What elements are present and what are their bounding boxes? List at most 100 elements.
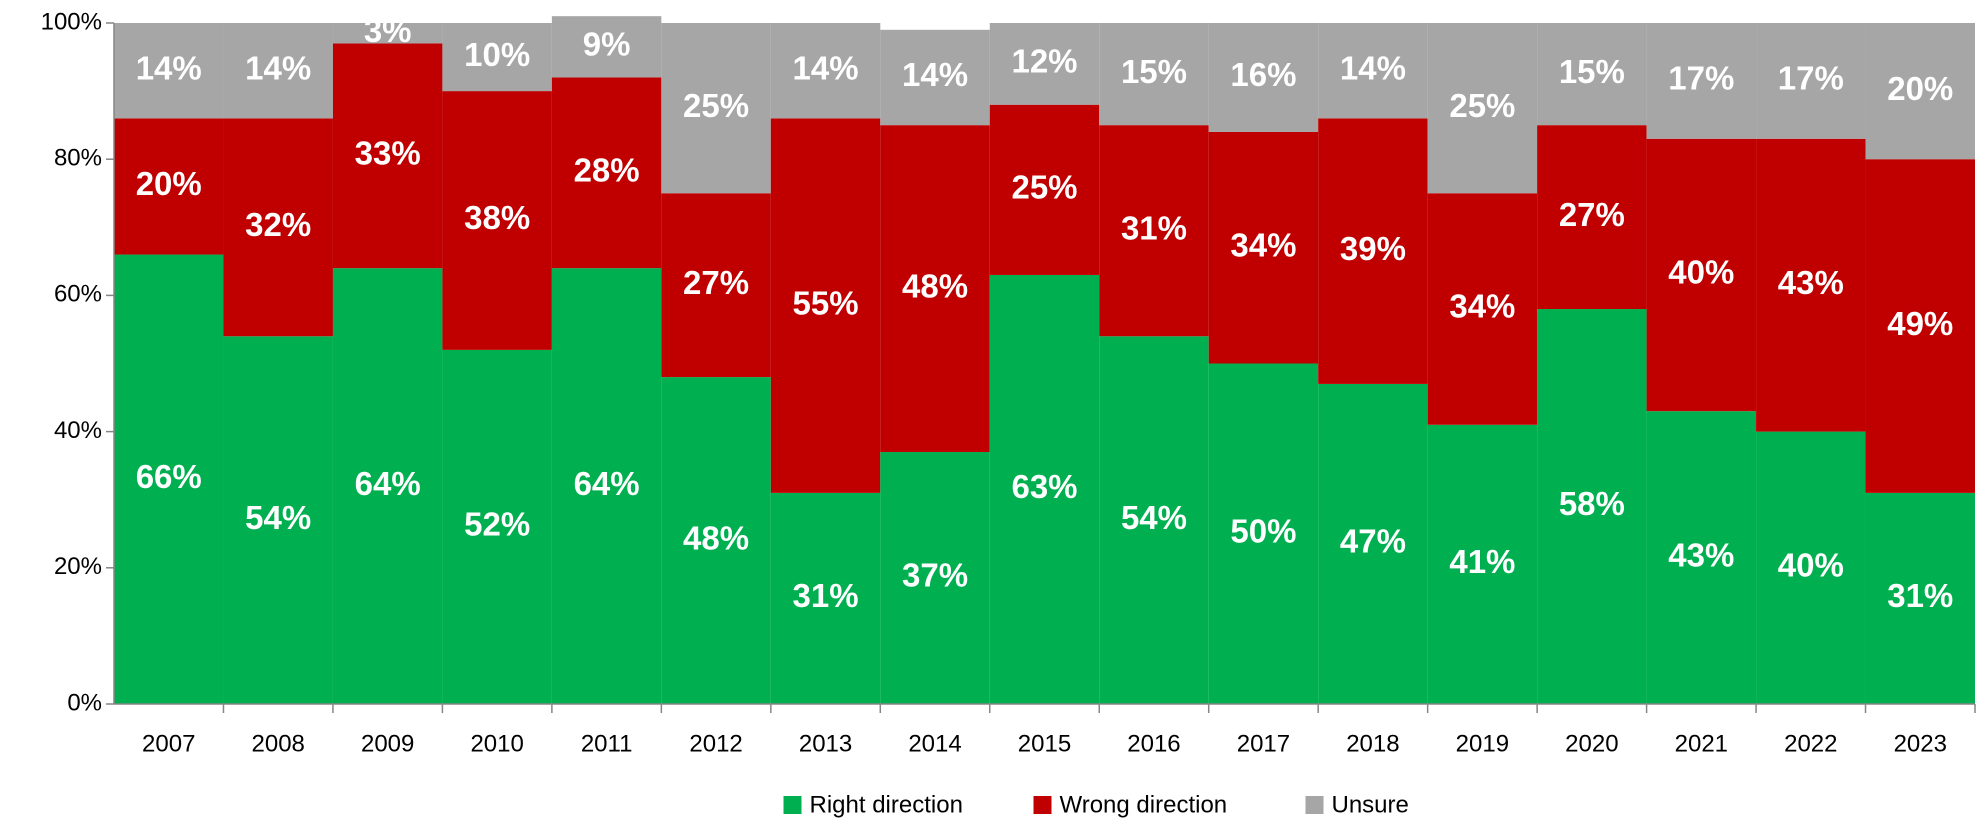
value-label: 43% <box>1668 536 1734 573</box>
bar-segment <box>1318 383 1428 704</box>
value-label: 66% <box>136 458 202 495</box>
legend-swatch <box>783 796 802 814</box>
bar-segment <box>551 77 662 269</box>
x-tick-label: 2019 <box>1456 730 1509 757</box>
x-tick-label: 2023 <box>1894 730 1947 757</box>
value-label: 48% <box>902 267 968 304</box>
bar-segment <box>1427 23 1538 194</box>
bar-segment <box>223 23 333 119</box>
value-label: 50% <box>1230 512 1296 549</box>
x-tick-label: 2021 <box>1675 730 1728 757</box>
y-tick-label: 60% <box>54 281 102 308</box>
value-label: 14% <box>245 49 311 86</box>
bar-segment <box>1318 23 1428 119</box>
bar-segment <box>1537 23 1647 126</box>
value-label: 40% <box>1778 547 1844 584</box>
bar-segment <box>114 118 224 255</box>
y-tick-label: 100% <box>41 8 102 35</box>
bar-segment <box>880 452 990 704</box>
value-label: 15% <box>1121 53 1187 90</box>
value-label: 54% <box>1121 499 1187 536</box>
x-tick-label: 2012 <box>689 730 742 757</box>
value-label: 16% <box>1230 56 1296 93</box>
bar-segment <box>442 91 552 350</box>
value-label: 3% <box>364 12 412 49</box>
bar-segment <box>332 268 443 704</box>
value-label: 25% <box>683 87 749 124</box>
y-tick-label: 80% <box>54 145 102 172</box>
value-label: 34% <box>1230 226 1296 263</box>
value-label: 27% <box>683 264 749 301</box>
value-label: 33% <box>355 135 421 172</box>
x-tick-label: 2013 <box>799 730 852 757</box>
value-label: 14% <box>793 49 859 86</box>
bar-segment <box>114 254 224 705</box>
bar-segment <box>1537 125 1647 310</box>
bar-segment <box>551 268 662 704</box>
x-tick-label: 2014 <box>908 730 961 757</box>
bar-segment <box>989 274 1100 704</box>
value-label: 10% <box>464 36 530 73</box>
value-label: 40% <box>1668 254 1734 291</box>
legend-label: Unsure <box>1332 791 1409 818</box>
bar-segment <box>223 336 333 704</box>
bar-segment <box>1427 193 1538 425</box>
bar-segment <box>1208 363 1319 704</box>
bar-segment <box>1865 492 1975 704</box>
y-tick-label: 0% <box>67 689 102 716</box>
bar-segment <box>1865 159 1975 493</box>
bar-segment <box>1427 424 1538 704</box>
x-tick-label: 2010 <box>470 730 523 757</box>
value-label: 64% <box>355 465 421 502</box>
bar-segment <box>770 492 881 704</box>
value-label: 38% <box>464 199 530 236</box>
bar-segment <box>1318 118 1428 384</box>
value-label: 15% <box>1559 53 1625 90</box>
value-label: 27% <box>1559 196 1625 233</box>
x-tick-label: 2009 <box>361 730 414 757</box>
x-tick-label: 2008 <box>252 730 305 757</box>
bar-segment <box>332 43 443 269</box>
value-label: 20% <box>1887 70 1953 107</box>
bar-segment <box>661 23 771 194</box>
bar-segment <box>1756 23 1866 139</box>
y-tick-label: 20% <box>54 553 102 580</box>
bar-segment <box>1099 23 1209 126</box>
bar-segment <box>332 23 443 44</box>
value-label: 34% <box>1449 288 1515 325</box>
value-label: 14% <box>1340 49 1406 86</box>
value-label: 14% <box>902 56 968 93</box>
legend-swatch <box>1305 796 1324 814</box>
value-label: 43% <box>1778 264 1844 301</box>
value-label: 28% <box>574 152 640 189</box>
bar-segment <box>989 104 1100 275</box>
bar-segment <box>114 23 224 119</box>
value-label: 31% <box>1887 577 1953 614</box>
bar-segment <box>1099 336 1209 704</box>
value-label: 58% <box>1559 485 1625 522</box>
value-label: 14% <box>136 49 202 86</box>
x-tick-label: 2015 <box>1018 730 1071 757</box>
value-label: 47% <box>1340 523 1406 560</box>
y-tick-label: 40% <box>54 417 102 444</box>
bar-segment <box>1646 411 1757 704</box>
bar-segment <box>1865 23 1975 160</box>
bar-segment <box>770 23 881 119</box>
bar-segment <box>880 125 990 453</box>
bar-segment <box>1646 138 1757 412</box>
value-label: 54% <box>245 499 311 536</box>
bar-segment <box>880 29 990 126</box>
value-label: 39% <box>1340 230 1406 267</box>
bar-segment <box>1208 131 1319 364</box>
value-label: 31% <box>1121 209 1187 246</box>
bar-segment <box>223 118 333 337</box>
value-label: 37% <box>902 557 968 594</box>
value-label: 25% <box>1011 169 1077 206</box>
x-tick-label: 2007 <box>142 730 195 757</box>
bar-segment <box>442 23 552 92</box>
x-tick-label: 2016 <box>1127 730 1180 757</box>
value-label: 41% <box>1449 543 1515 580</box>
x-tick-label: 2020 <box>1565 730 1618 757</box>
bar-segment <box>1099 125 1209 337</box>
